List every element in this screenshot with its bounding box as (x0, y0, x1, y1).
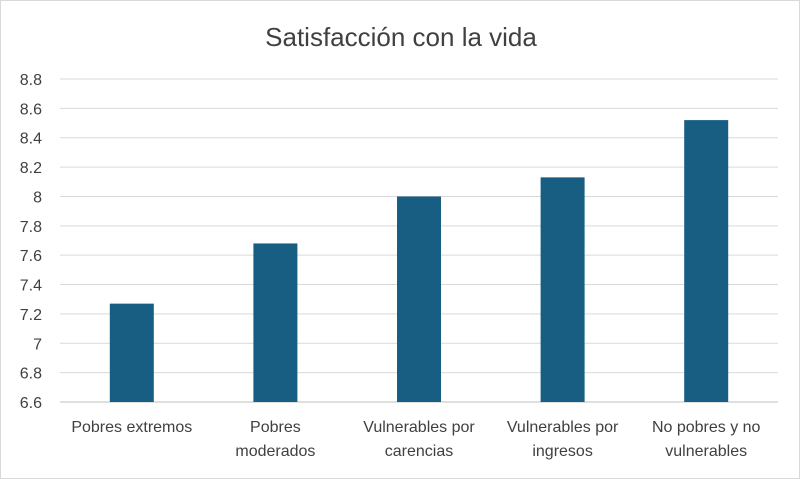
bar (540, 177, 585, 402)
y-tick-label: 7 (33, 336, 42, 353)
x-category-label-line: Pobres (250, 419, 301, 436)
gridlines (60, 78, 778, 403)
y-tick-label: 8.8 (20, 72, 42, 89)
x-category-label-line: No pobres y no (652, 419, 761, 436)
x-category-label: Pobres moderados (235, 419, 315, 460)
x-category-label-line: Pobres extremos (71, 419, 192, 436)
y-axis-ticks: 6.6 6.8 7 7.2 7.4 7.6 7.8 8 8.2 8.4 8.6 8.8 (20, 72, 42, 412)
x-category-label: Vulnerables por carencias (363, 419, 475, 460)
bar (397, 196, 441, 402)
y-tick-label: 8.4 (20, 131, 42, 148)
y-tick-label: 8 (33, 189, 42, 206)
bars (109, 120, 729, 402)
y-tick-label: 7.2 (20, 307, 42, 324)
bar (109, 303, 154, 402)
y-tick-label: 6.6 (20, 395, 42, 412)
y-tick-label: 7.4 (20, 278, 42, 295)
y-tick-label: 6.8 (20, 366, 42, 383)
x-axis-labels: Pobres extremos Pobres moderados Vulnerable… (71, 419, 760, 460)
x-category-label-line: moderados (235, 443, 315, 460)
x-category-label: Vulnerables por ingresos (507, 419, 619, 460)
y-tick-label: 7.6 (20, 248, 42, 265)
x-category-label: Pobres extremos (71, 419, 192, 436)
x-category-label-line: ingresos (532, 443, 592, 460)
y-tick-label: 8.6 (20, 101, 42, 118)
x-category-label-line: Vulnerables por (363, 419, 475, 436)
bar (253, 243, 298, 402)
y-tick-label: 7.8 (20, 219, 42, 236)
x-category-label-line: carencias (385, 443, 453, 460)
x-category-label-line: Vulnerables por (507, 419, 619, 436)
chart-title: Satisfacción con la vida (265, 22, 537, 52)
bar (684, 120, 729, 402)
y-tick-label: 8.2 (20, 160, 42, 177)
x-category-label: No pobres y no vulnerables (652, 419, 761, 460)
x-category-label-line: vulnerables (665, 443, 747, 460)
